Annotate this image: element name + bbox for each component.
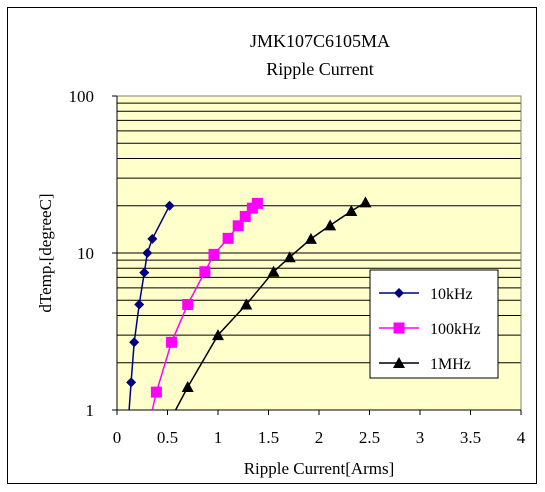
data-point (139, 267, 150, 278)
legend: 10kHz 100kHz 1MHz (369, 269, 499, 379)
x-tick-label: 1.5 (258, 428, 279, 447)
x-tick-label: 2.5 (359, 428, 380, 447)
ticks: 0 0.5 1 1.5 2 2.5 3 3.5 4 1 10 100 (69, 87, 526, 447)
legend-marker (393, 322, 405, 334)
data-point (181, 381, 194, 393)
chart-title: JMK107C6105MA (250, 31, 390, 51)
data-point (251, 197, 263, 209)
data-point (182, 298, 194, 310)
data-point (147, 233, 158, 244)
y-tick-label: 1 (86, 401, 95, 420)
data-point (199, 266, 211, 278)
data-point (283, 251, 296, 263)
data-point (222, 232, 234, 244)
legend-box (369, 269, 499, 379)
legend-label: 100kHz (430, 321, 481, 338)
y-tick-label: 10 (77, 244, 94, 263)
series-line (174, 201, 366, 411)
legend-label: 1MHz (430, 356, 471, 373)
legend-marker (393, 357, 405, 368)
x-tick-label: 3 (416, 428, 425, 447)
data-point (208, 248, 220, 260)
legend-label: 10kHz (430, 286, 473, 303)
series-100kHz (150, 197, 263, 411)
data-point (129, 337, 140, 348)
data-point (267, 265, 280, 277)
data-point (150, 386, 162, 398)
data-point (212, 329, 224, 341)
x-axis-label: Ripple Current[Arms] (244, 459, 395, 478)
data-point (345, 205, 358, 217)
y-tick-label: 100 (69, 87, 95, 106)
series-10kHz (126, 200, 175, 411)
x-tick-label: 2 (315, 428, 324, 447)
data-point (324, 219, 337, 231)
x-tick-label: 1 (214, 428, 223, 447)
data-point (232, 220, 244, 232)
chart-subtitle: Ripple Current (266, 59, 373, 79)
data-point (166, 336, 178, 348)
x-tick-label: 0 (113, 428, 122, 447)
x-tick-label: 0.5 (157, 428, 178, 447)
series-group (126, 196, 372, 411)
data-point (126, 377, 137, 388)
data-point (134, 299, 145, 310)
data-point (239, 210, 251, 222)
data-point (359, 196, 372, 208)
series-1MHz (174, 196, 372, 411)
data-point (164, 200, 175, 211)
x-tick-label: 3.5 (460, 428, 481, 447)
x-tick-label: 4 (517, 428, 526, 447)
data-point (142, 248, 153, 258)
data-point (240, 298, 253, 310)
legend-marker (394, 288, 404, 298)
y-axis-label: dTemp.[degreeC] (36, 193, 55, 312)
data-point (304, 232, 317, 244)
